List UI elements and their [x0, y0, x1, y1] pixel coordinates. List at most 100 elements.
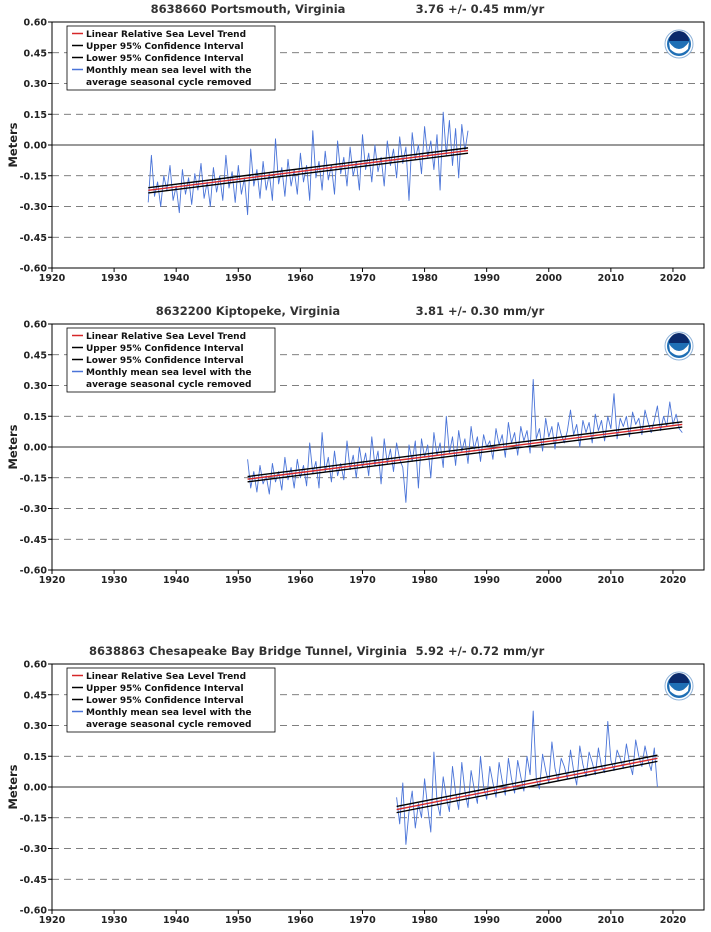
x-tick-label: 1950	[225, 575, 252, 586]
y-tick-label: -0.45	[20, 233, 47, 244]
noaa-logo-sky	[669, 31, 689, 41]
legend-label: Linear Relative Sea Level Trend	[86, 332, 246, 342]
y-tick-label: 0.00	[24, 141, 48, 152]
legend-label: average seasonal cycle removed	[86, 380, 251, 390]
legend-box	[66, 327, 276, 393]
y-tick-label: -0.60	[20, 566, 48, 577]
y-tick-label: -0.60	[20, 906, 48, 917]
chart-panel-3: 8638863 Chesapeake Bay Bridge Tunnel, Vi…	[6, 644, 705, 926]
y-tick-label: 0.30	[24, 381, 48, 392]
legend-box	[66, 25, 276, 91]
x-tick-label: 1950	[225, 273, 252, 284]
y-tick-label: 0.45	[24, 48, 47, 59]
x-tick-label: 2020	[660, 273, 687, 284]
legend-label: Monthly mean sea level with the	[86, 66, 252, 76]
legend: Linear Relative Sea Level Trend Upper 95%…	[66, 327, 276, 393]
chart-title: 8638863 Chesapeake Bay Bridge Tunnel, Vi…	[89, 644, 407, 658]
x-tick-label: 1980	[411, 273, 438, 284]
y-tick-label: -0.15	[20, 171, 47, 182]
x-tick-label: 1970	[349, 575, 376, 586]
legend-label: Monthly mean sea level with the	[86, 368, 252, 378]
legend: Linear Relative Sea Level Trend Upper 95%…	[66, 667, 276, 733]
y-axis-label: Meters	[6, 122, 20, 167]
chart-panel-2: 8632200 Kiptopeke, Virginia 3.81 +/- 0.30…	[6, 304, 705, 586]
x-tick-label: 1990	[473, 273, 500, 284]
y-tick-label: -0.30	[20, 844, 48, 855]
x-tick-label: 1980	[411, 575, 438, 586]
y-tick-label: 0.45	[24, 690, 47, 701]
noaa-logo	[664, 29, 694, 59]
x-tick-label: 2020	[660, 575, 687, 586]
legend-label: Linear Relative Sea Level Trend	[86, 30, 246, 40]
x-tick-label: 1930	[101, 273, 128, 284]
x-tick-label: 1970	[349, 273, 376, 284]
x-tick-label: 1930	[101, 575, 128, 586]
x-tick-label: 2010	[598, 575, 625, 586]
y-tick-label: -0.45	[20, 535, 47, 546]
legend-label: Upper 95% Confidence Interval	[86, 344, 244, 354]
plot-frame	[51, 663, 705, 911]
legend-box	[66, 667, 276, 733]
y-tick-label: 0.30	[24, 721, 48, 732]
x-tick-label: 1960	[287, 915, 314, 926]
noaa-logo-bird	[669, 684, 689, 696]
y-axis-label: Meters	[6, 764, 20, 809]
y-tick-label: 0.30	[24, 79, 48, 90]
noaa-logo-bird	[669, 42, 689, 54]
y-tick-label: -0.60	[20, 264, 48, 275]
y-tick-label: -0.45	[20, 875, 47, 886]
trend-line	[148, 149, 469, 191]
trend-line	[247, 423, 683, 480]
x-tick-label: 1940	[163, 575, 190, 586]
x-tick-label: 1980	[411, 915, 438, 926]
lower-ci-line	[148, 152, 469, 194]
legend: Linear Relative Sea Level Trend Upper 95%…	[66, 25, 276, 91]
x-tick-label: 2000	[536, 273, 563, 284]
x-tick-label: 1940	[163, 915, 190, 926]
y-tick-label: 0.60	[24, 320, 48, 331]
noaa-logo-bird	[669, 344, 689, 356]
noaa-logo-sky	[669, 333, 689, 343]
legend-label: Lower 95% Confidence Interval	[86, 54, 244, 64]
upper-ci-line	[396, 754, 658, 808]
upper-ci-line	[148, 147, 469, 189]
plot-frame	[51, 21, 705, 269]
y-axis-label: Meters	[6, 424, 20, 469]
x-tick-label: 1990	[473, 575, 500, 586]
chart-title: 8638660 Portsmouth, Virginia	[151, 2, 346, 16]
x-tick-label: 1920	[39, 273, 66, 284]
trend-rate-label: 3.81 +/- 0.30 mm/yr	[416, 304, 545, 318]
y-tick-label: 0.00	[24, 783, 48, 794]
x-tick-label: 1920	[39, 575, 66, 586]
x-tick-label: 1960	[287, 575, 314, 586]
legend-label: average seasonal cycle removed	[86, 78, 251, 88]
legend-label: Upper 95% Confidence Interval	[86, 42, 244, 52]
y-tick-label: -0.15	[20, 813, 47, 824]
y-tick-label: -0.30	[20, 504, 48, 515]
x-tick-label: 2020	[660, 915, 687, 926]
legend-label: average seasonal cycle removed	[86, 720, 251, 730]
x-tick-label: 2010	[598, 915, 625, 926]
x-tick-label: 2000	[536, 575, 563, 586]
y-tick-label: 0.15	[24, 412, 47, 423]
lower-ci-line	[247, 426, 683, 483]
x-tick-label: 2000	[536, 915, 563, 926]
plot-frame	[51, 323, 705, 571]
x-tick-label: 1950	[225, 915, 252, 926]
lower-ci-line	[396, 760, 658, 814]
legend-label: Linear Relative Sea Level Trend	[86, 672, 246, 682]
legend-label: Monthly mean sea level with the	[86, 708, 252, 718]
x-tick-label: 1990	[473, 915, 500, 926]
chart-panel-1: 8638660 Portsmouth, Virginia 3.76 +/- 0.4…	[6, 2, 705, 284]
chart-title: 8632200 Kiptopeke, Virginia	[156, 304, 340, 318]
legend-label: Upper 95% Confidence Interval	[86, 684, 244, 694]
y-tick-label: -0.15	[20, 473, 47, 484]
legend-label: Lower 95% Confidence Interval	[86, 696, 244, 706]
y-tick-label: 0.60	[24, 18, 48, 29]
y-tick-label: 0.45	[24, 350, 47, 361]
x-tick-label: 1940	[163, 273, 190, 284]
upper-ci-line	[247, 421, 683, 478]
y-tick-label: 0.15	[24, 752, 47, 763]
trend-line	[396, 757, 658, 811]
